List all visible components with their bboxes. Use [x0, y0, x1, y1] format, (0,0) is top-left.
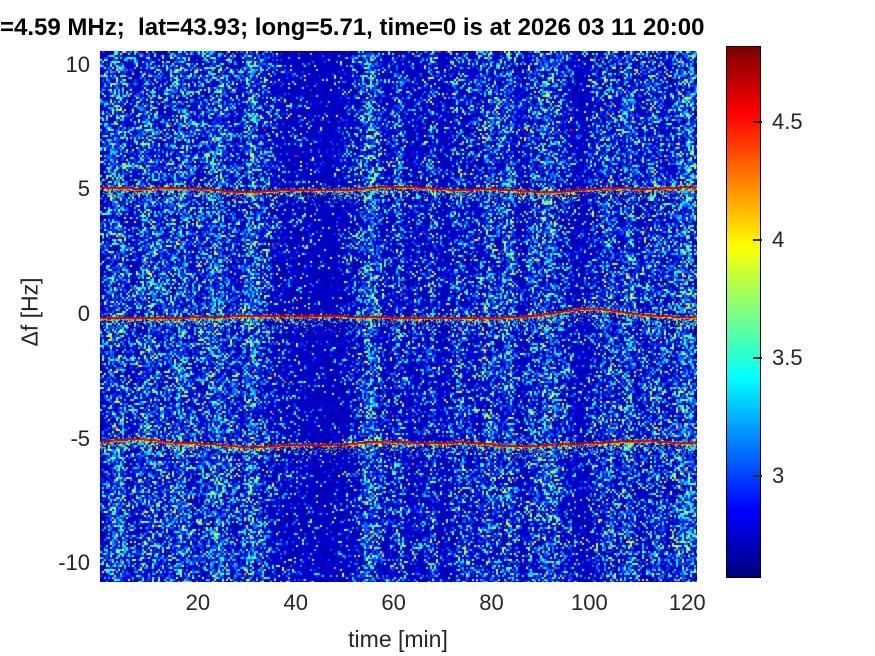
- x-axis-label: time [min]: [348, 626, 448, 652]
- x-tick-label: 60: [381, 590, 406, 615]
- colorbar-tick-label: 3: [772, 462, 785, 488]
- y-tick-label: -5: [70, 425, 90, 451]
- y-tick-label: 5: [77, 176, 90, 202]
- x-tick-label: 20: [185, 590, 211, 615]
- colorbar-tick-label: 4.5: [772, 109, 803, 135]
- y-axis-label: Δf [Hz]: [16, 277, 43, 347]
- colorbar-tick-label: 3.5: [772, 344, 803, 370]
- x-tick-label: 100: [570, 590, 608, 615]
- x-tick-label: 80: [479, 590, 504, 615]
- plot-title: =4.59 MHz; lat=43.93; long=5.71, time=0 …: [0, 14, 705, 41]
- colorbar-tick-label: 4: [772, 227, 785, 253]
- x-tick-label: 40: [283, 590, 308, 615]
- colorbar-tick-mark: [753, 121, 762, 124]
- colorbar-tick-mark: [753, 239, 762, 242]
- colorbar-tick-mark: [753, 474, 762, 477]
- y-tick-label: 0: [77, 301, 90, 326]
- y-tick-label: -10: [58, 550, 90, 576]
- y-tick-label: 10: [65, 51, 90, 77]
- colorbar-tick-mark: [753, 356, 762, 359]
- spectrogram-image: [100, 51, 697, 582]
- x-tick-label: 120: [668, 590, 706, 615]
- colorbar: [726, 46, 761, 578]
